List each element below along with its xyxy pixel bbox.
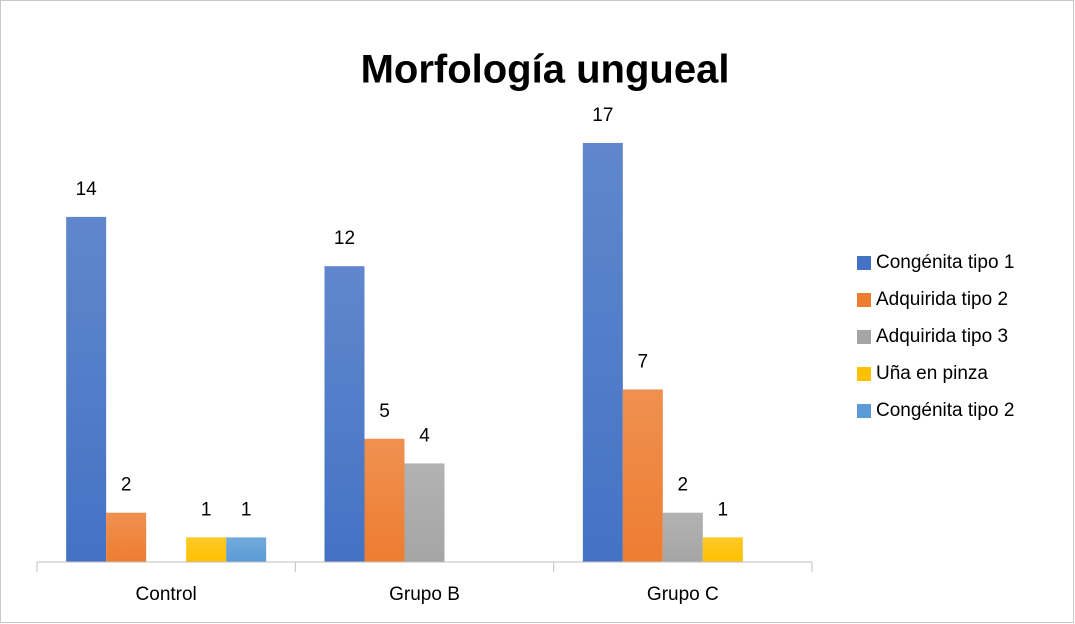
bar [66, 216, 107, 562]
legend-swatch [857, 367, 871, 381]
data-label: 7 [638, 351, 649, 372]
x-tick-label: Grupo B [389, 584, 460, 605]
data-label: 5 [379, 401, 390, 422]
legend-swatch [857, 404, 871, 418]
bar [324, 266, 365, 562]
chart-title: Morfología ungueal [361, 48, 730, 92]
legend-label: Uña en pinza [876, 363, 988, 384]
legend-label: Adquirida tipo 3 [876, 326, 1008, 347]
legend-label: Congénita tipo 1 [876, 252, 1014, 273]
data-label: 17 [592, 105, 613, 126]
bar [582, 142, 623, 562]
legend-swatch [857, 330, 871, 344]
bar [702, 537, 743, 562]
data-label: 4 [419, 425, 430, 446]
data-label: 12 [334, 228, 355, 249]
data-label: 1 [718, 499, 729, 520]
bar [226, 537, 267, 562]
data-label: 14 [76, 179, 98, 200]
x-tick-label: Grupo C [647, 584, 719, 605]
data-label: 2 [678, 475, 689, 496]
legend-swatch [857, 256, 871, 270]
legend-label: Adquirida tipo 2 [876, 289, 1008, 310]
legend-label: Congénita tipo 2 [876, 400, 1014, 421]
data-label: 2 [121, 475, 132, 496]
bar [364, 438, 405, 562]
data-label: 1 [241, 499, 252, 520]
bar [622, 389, 663, 562]
bar [106, 512, 147, 562]
legend-swatch [857, 293, 871, 307]
data-label: 1 [201, 499, 212, 520]
bar [186, 537, 227, 562]
bar [404, 463, 445, 562]
bar [662, 512, 703, 562]
x-tick-label: Control [136, 584, 197, 605]
